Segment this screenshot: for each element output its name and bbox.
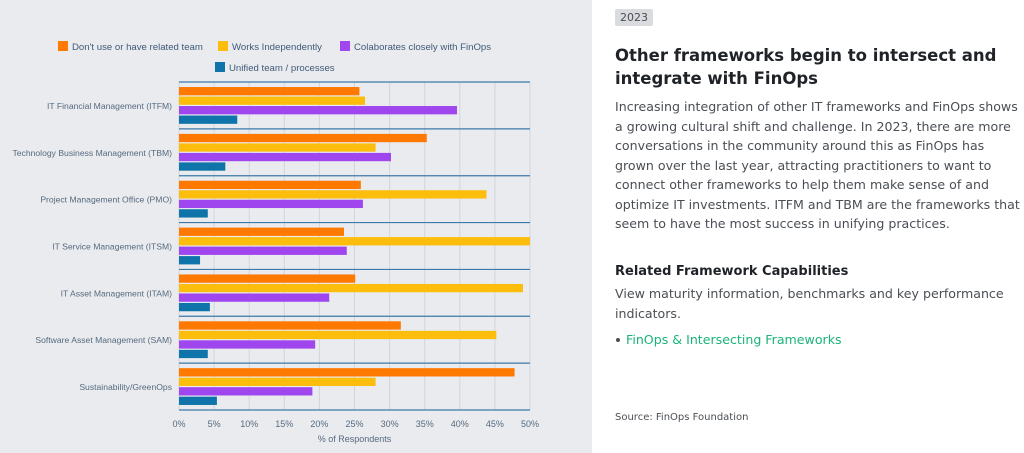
category-label: IT Financial Management (ITFM) xyxy=(47,101,172,111)
page-title: Other frameworks begin to intersect and … xyxy=(615,46,997,88)
legend-label: Colaborates closely with FinOps xyxy=(354,42,491,53)
bar-don-t-use-or-have-related-team xyxy=(179,87,360,96)
source-note: Source: FinOps Foundation xyxy=(615,412,749,423)
bar-don-t-use-or-have-related-team xyxy=(179,368,515,377)
bar-unified-team-processes xyxy=(179,302,210,312)
x-tick-label: 20% xyxy=(310,419,328,429)
year-badge: 2023 xyxy=(615,9,653,26)
legend-swatch xyxy=(215,62,225,72)
bar-works-independently xyxy=(179,190,487,199)
bar-colaborates-closely-with-finops xyxy=(179,293,330,302)
x-tick-label: 5% xyxy=(208,419,221,429)
x-tick-label: 30% xyxy=(381,419,399,429)
bar-don-t-use-or-have-related-team xyxy=(179,274,356,283)
text-panel: 2023 Other frameworks begin to intersect… xyxy=(592,0,1024,453)
bar-colaborates-closely-with-finops xyxy=(179,246,347,255)
bar-works-independently xyxy=(179,96,366,105)
category-label: Sustainability/GreenOps xyxy=(79,382,172,392)
x-tick-label: 45% xyxy=(486,419,504,429)
bar-colaborates-closely-with-finops xyxy=(179,387,313,396)
x-tick-label: 25% xyxy=(345,419,363,429)
bar-don-t-use-or-have-related-team xyxy=(179,180,361,190)
bar-unified-team-processes xyxy=(179,162,226,171)
bar-don-t-use-or-have-related-team xyxy=(179,133,427,143)
related-links-list: FinOps & Intersecting Frameworks xyxy=(615,330,842,349)
x-tick-label: 15% xyxy=(275,419,293,429)
legend-swatch xyxy=(340,41,350,51)
bar-unified-team-processes xyxy=(179,396,217,405)
legend-label: Unified team / processes xyxy=(229,63,335,74)
x-tick-label: 35% xyxy=(416,419,434,429)
bar-colaborates-closely-with-finops xyxy=(179,199,363,209)
bar-unified-team-processes xyxy=(179,115,238,124)
bar-works-independently xyxy=(179,377,376,386)
legend-label: Don't use or have related team xyxy=(72,42,203,53)
category-label: Software Asset Management (SAM) xyxy=(35,335,172,345)
chart-panel: 0% 5% 10% 15% 20% 25% 30% 35% 40% 45% 50% IT Financ… xyxy=(0,0,592,453)
x-tick-label: 10% xyxy=(240,419,258,429)
bar-works-independently xyxy=(179,143,376,152)
bar-unified-team-processes xyxy=(179,209,208,218)
category-label: IT Asset Management (ITAM) xyxy=(61,288,173,298)
list-item: FinOps & Intersecting Frameworks xyxy=(615,330,842,349)
bullet-icon xyxy=(616,337,620,342)
bar-works-independently xyxy=(179,237,530,246)
related-capabilities-text: View maturity information, benchmarks an… xyxy=(615,286,1004,321)
intersecting-frameworks-link[interactable]: FinOps & Intersecting Frameworks xyxy=(626,332,842,347)
x-axis-title: % of Respondents xyxy=(318,434,392,444)
description-paragraph: Increasing integration of other IT frame… xyxy=(615,99,1020,231)
x-tick-label: 0% xyxy=(172,419,185,429)
bar-don-t-use-or-have-related-team xyxy=(179,227,344,236)
bar-colaborates-closely-with-finops xyxy=(179,106,457,115)
bar-don-t-use-or-have-related-team xyxy=(179,321,401,330)
bar-colaborates-closely-with-finops xyxy=(179,152,392,162)
category-label: Project Management Office (PMO) xyxy=(40,195,172,205)
bar-works-independently xyxy=(179,330,497,340)
related-capabilities-heading: Related Framework Capabilities xyxy=(615,264,849,279)
bar-unified-team-processes xyxy=(179,256,201,265)
x-tick-label: 50% xyxy=(521,419,539,429)
bar-works-independently xyxy=(179,283,523,293)
x-tick-label: 40% xyxy=(451,419,469,429)
legend-swatch xyxy=(58,41,68,51)
legend-swatch xyxy=(218,41,228,51)
framework-bar-chart: 0% 5% 10% 15% 20% 25% 30% 35% 40% 45% 50% IT Financ… xyxy=(12,41,539,444)
bar-colaborates-closely-with-finops xyxy=(179,340,316,349)
legend-label: Works Independently xyxy=(232,42,322,53)
category-label: Technology Business Management (TBM) xyxy=(12,148,172,158)
category-label: IT Service Management (ITSM) xyxy=(52,242,172,252)
bar-unified-team-processes xyxy=(179,349,208,359)
